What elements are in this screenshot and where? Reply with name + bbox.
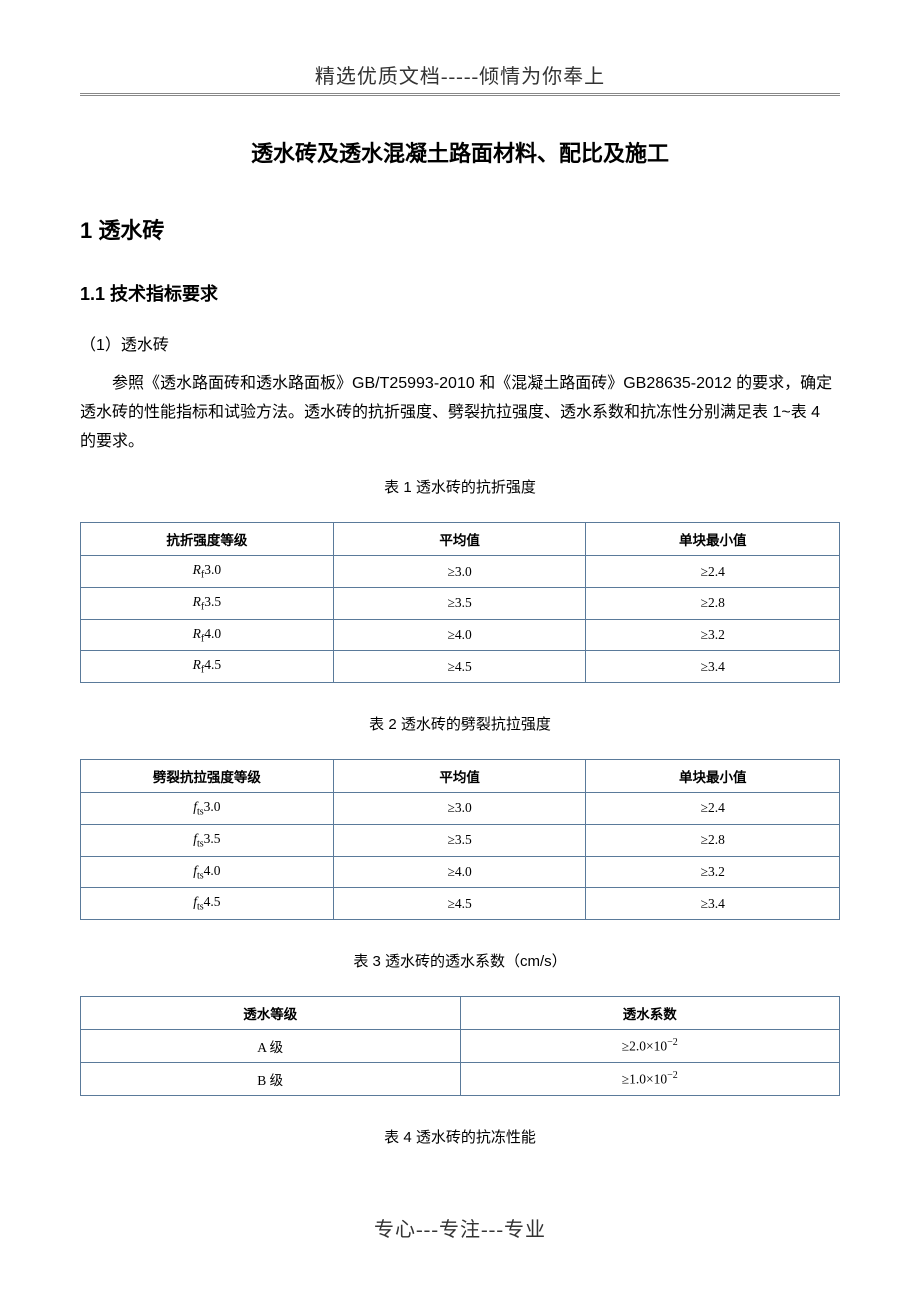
table-cell: ≥3.5 [333,824,586,856]
table-cell: ≥4.0 [333,619,586,651]
table-cell: ≥2.4 [586,793,840,825]
table-cell: ≥3.4 [586,651,840,683]
table-cell: ≥2.8 [586,824,840,856]
table-cell: fts3.5 [81,824,334,856]
table-cell: ≥3.0 [333,556,586,588]
table-row: fts3.5≥3.5≥2.8 [81,824,840,856]
table-cell: Rf3.5 [81,588,334,620]
body-paragraph: 参照《透水路面砖和透水路面板》GB/T25993-2010 和《混凝土路面砖》G… [80,370,840,456]
table3: 透水等级 透水系数 A 级≥2.0×10−2B 级≥1.0×10−2 [80,996,840,1096]
table-header-cell: 平均值 [333,523,586,556]
page-header-text: 精选优质文档-----倾情为你奉上 [80,60,840,89]
table-cell: ≥4.5 [333,888,586,920]
table-row: fts4.5≥4.5≥3.4 [81,888,840,920]
table-header-row: 抗折强度等级 平均值 单块最小值 [81,523,840,556]
table-header-row: 透水等级 透水系数 [81,996,840,1029]
table-cell: fts4.0 [81,856,334,888]
table-header-cell: 劈裂抗拉强度等级 [81,760,334,793]
table-cell: ≥3.2 [586,619,840,651]
header-divider [80,93,840,96]
table-cell: ≥3.0 [333,793,586,825]
section-heading: 1 透水砖 [80,213,840,245]
table-cell: ≥4.5 [333,651,586,683]
table-row: Rf4.0≥4.0≥3.2 [81,619,840,651]
table-row: Rf4.5≥4.5≥3.4 [81,651,840,683]
table1-caption: 表 1 透水砖的抗折强度 [80,476,840,497]
table-cell: ≥2.0×10−2 [460,1029,840,1062]
page-footer-text: 专心---专注---专业 [0,1213,920,1242]
table3-caption: 表 3 透水砖的透水系数（cm/s） [80,950,840,971]
table-cell: fts3.0 [81,793,334,825]
table-header-cell: 抗折强度等级 [81,523,334,556]
table-cell: ≥3.4 [586,888,840,920]
table-cell: A 级 [81,1029,461,1062]
table-row: A 级≥2.0×10−2 [81,1029,840,1062]
table-cell: ≥3.2 [586,856,840,888]
table-header-cell: 单块最小值 [586,523,840,556]
table-header-cell: 单块最小值 [586,760,840,793]
table2-caption: 表 2 透水砖的劈裂抗拉强度 [80,713,840,734]
table-cell: ≥1.0×10−2 [460,1062,840,1095]
table-cell: ≥3.5 [333,588,586,620]
table-header-cell: 透水系数 [460,996,840,1029]
table-cell: B 级 [81,1062,461,1095]
item-heading: （1）透水砖 [80,331,840,355]
table-row: fts4.0≥4.0≥3.2 [81,856,840,888]
table-row: B 级≥1.0×10−2 [81,1062,840,1095]
table1: 抗折强度等级 平均值 单块最小值 Rf3.0≥3.0≥2.4Rf3.5≥3.5≥… [80,522,840,683]
subsection-heading: 1.1 技术指标要求 [80,280,840,306]
table2: 劈裂抗拉强度等级 平均值 单块最小值 fts3.0≥3.0≥2.4fts3.5≥… [80,759,840,920]
table-cell: Rf4.5 [81,651,334,683]
table-cell: fts4.5 [81,888,334,920]
table4-caption: 表 4 透水砖的抗冻性能 [80,1126,840,1147]
table-cell: Rf3.0 [81,556,334,588]
table-row: fts3.0≥3.0≥2.4 [81,793,840,825]
table-cell: Rf4.0 [81,619,334,651]
table-row: Rf3.5≥3.5≥2.8 [81,588,840,620]
table-cell: ≥4.0 [333,856,586,888]
table-cell: ≥2.8 [586,588,840,620]
document-title: 透水砖及透水混凝土路面材料、配比及施工 [80,136,840,168]
table-header-cell: 平均值 [333,760,586,793]
table-row: Rf3.0≥3.0≥2.4 [81,556,840,588]
table-cell: ≥2.4 [586,556,840,588]
table-header-row: 劈裂抗拉强度等级 平均值 单块最小值 [81,760,840,793]
table-header-cell: 透水等级 [81,996,461,1029]
